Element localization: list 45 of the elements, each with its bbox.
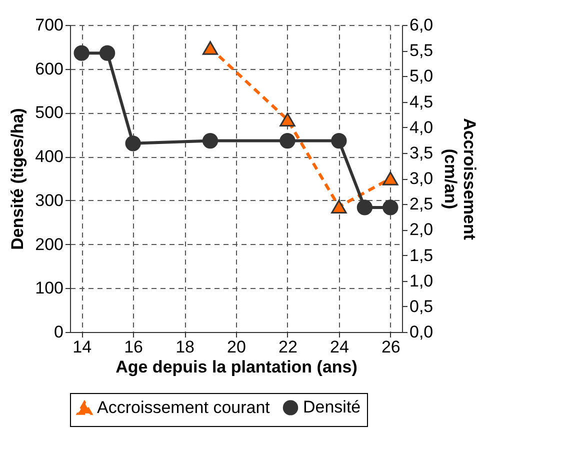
y2-tick-label: 3,0: [410, 169, 434, 188]
y2-tick-label: 1,5: [410, 246, 434, 265]
x-tick-label: 18: [176, 338, 194, 356]
x-tick-label: 14: [72, 338, 92, 356]
point: [280, 132, 296, 149]
point: [99, 45, 116, 61]
x-tick-label: 16: [124, 338, 144, 356]
point: [202, 132, 218, 149]
y-tick-label: 300: [35, 190, 64, 210]
legend-label: Densité: [303, 398, 361, 417]
legend-label: Accroissement courant: [97, 398, 270, 418]
y-tick-label: 100: [35, 278, 64, 298]
y2-tick-label: 2,5: [410, 194, 434, 214]
y-tick-label: 500: [35, 103, 64, 122]
point: [74, 45, 90, 61]
y-axis-title: Densité (tiges/ha): [8, 108, 28, 250]
x-tick-label: 24: [330, 338, 349, 356]
point: [125, 136, 141, 152]
y-tick-label: 0: [54, 322, 64, 342]
y-tick-label: 600: [35, 59, 64, 78]
y2-tick-label: 6,0: [410, 16, 434, 34]
point: [331, 200, 347, 214]
point: [382, 172, 398, 186]
y2-tick-label: 4,0: [410, 118, 434, 137]
y2-axis-title: Accroissement (cm/an): [441, 118, 480, 240]
x-tick-label: 20: [227, 338, 246, 356]
y2-tick-label: 2,0: [410, 220, 434, 240]
point: [202, 41, 218, 55]
y2-tick-label: 1,0: [410, 271, 434, 290]
y2-tick-label: 5,5: [410, 41, 434, 60]
y2-tick-label: 0,5: [410, 296, 434, 316]
point: [331, 132, 347, 149]
y2-tick-label: 3,5: [410, 143, 434, 162]
point: [382, 200, 398, 216]
y-tick-label: 400: [35, 147, 64, 166]
y-tick-label: 200: [35, 234, 64, 254]
y2-tick-label: 0,0: [410, 322, 434, 342]
x-axis-title: Age depuis la plantation (ans): [116, 358, 358, 376]
x-tick-label: 22: [278, 338, 298, 356]
point: [356, 200, 373, 216]
x-tick-label: 26: [381, 338, 400, 356]
y2-tick-label: 5,0: [410, 66, 434, 86]
y2-tick-label: 4,5: [410, 92, 434, 112]
y-tick-label: 700: [35, 16, 64, 34]
point: [280, 112, 296, 127]
